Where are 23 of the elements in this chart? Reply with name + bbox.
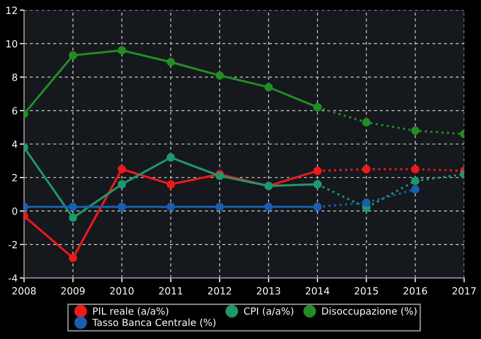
- y-tick-label: -2: [8, 240, 17, 248]
- legend-label: Tasso Banca Centrale (%): [92, 318, 216, 328]
- x-tick-label: 2011: [159, 287, 182, 295]
- x-tick-label: 2009: [61, 287, 85, 295]
- x-tick-label: 2013: [256, 287, 280, 295]
- y-tick-label: 6: [12, 107, 18, 114]
- x-tick-label: 2016: [404, 287, 428, 295]
- y-tick-label: 2: [12, 174, 17, 182]
- y-tick-label: -4: [8, 274, 18, 282]
- y-tick-label: 10: [6, 40, 18, 48]
- legend-label: Disoccupazione (%): [322, 307, 416, 317]
- x-tick-label: 2012: [208, 287, 232, 295]
- x-tick-label: 2010: [110, 287, 134, 295]
- y-tick-label: 12: [6, 6, 17, 14]
- x-tick-label: 2015: [354, 287, 378, 295]
- legend-label: PIL reale (a/a%): [93, 307, 168, 316]
- y-tick-label: 0: [12, 208, 18, 215]
- x-tick-label: 2017: [452, 287, 476, 295]
- legend-label: CPI (a/a%): [244, 307, 294, 316]
- x-tick-label: 2014: [306, 287, 330, 295]
- y-tick-label: 4: [12, 140, 18, 148]
- x-tick-label: 2008: [12, 287, 36, 295]
- y-tick-label: 8: [12, 74, 18, 81]
